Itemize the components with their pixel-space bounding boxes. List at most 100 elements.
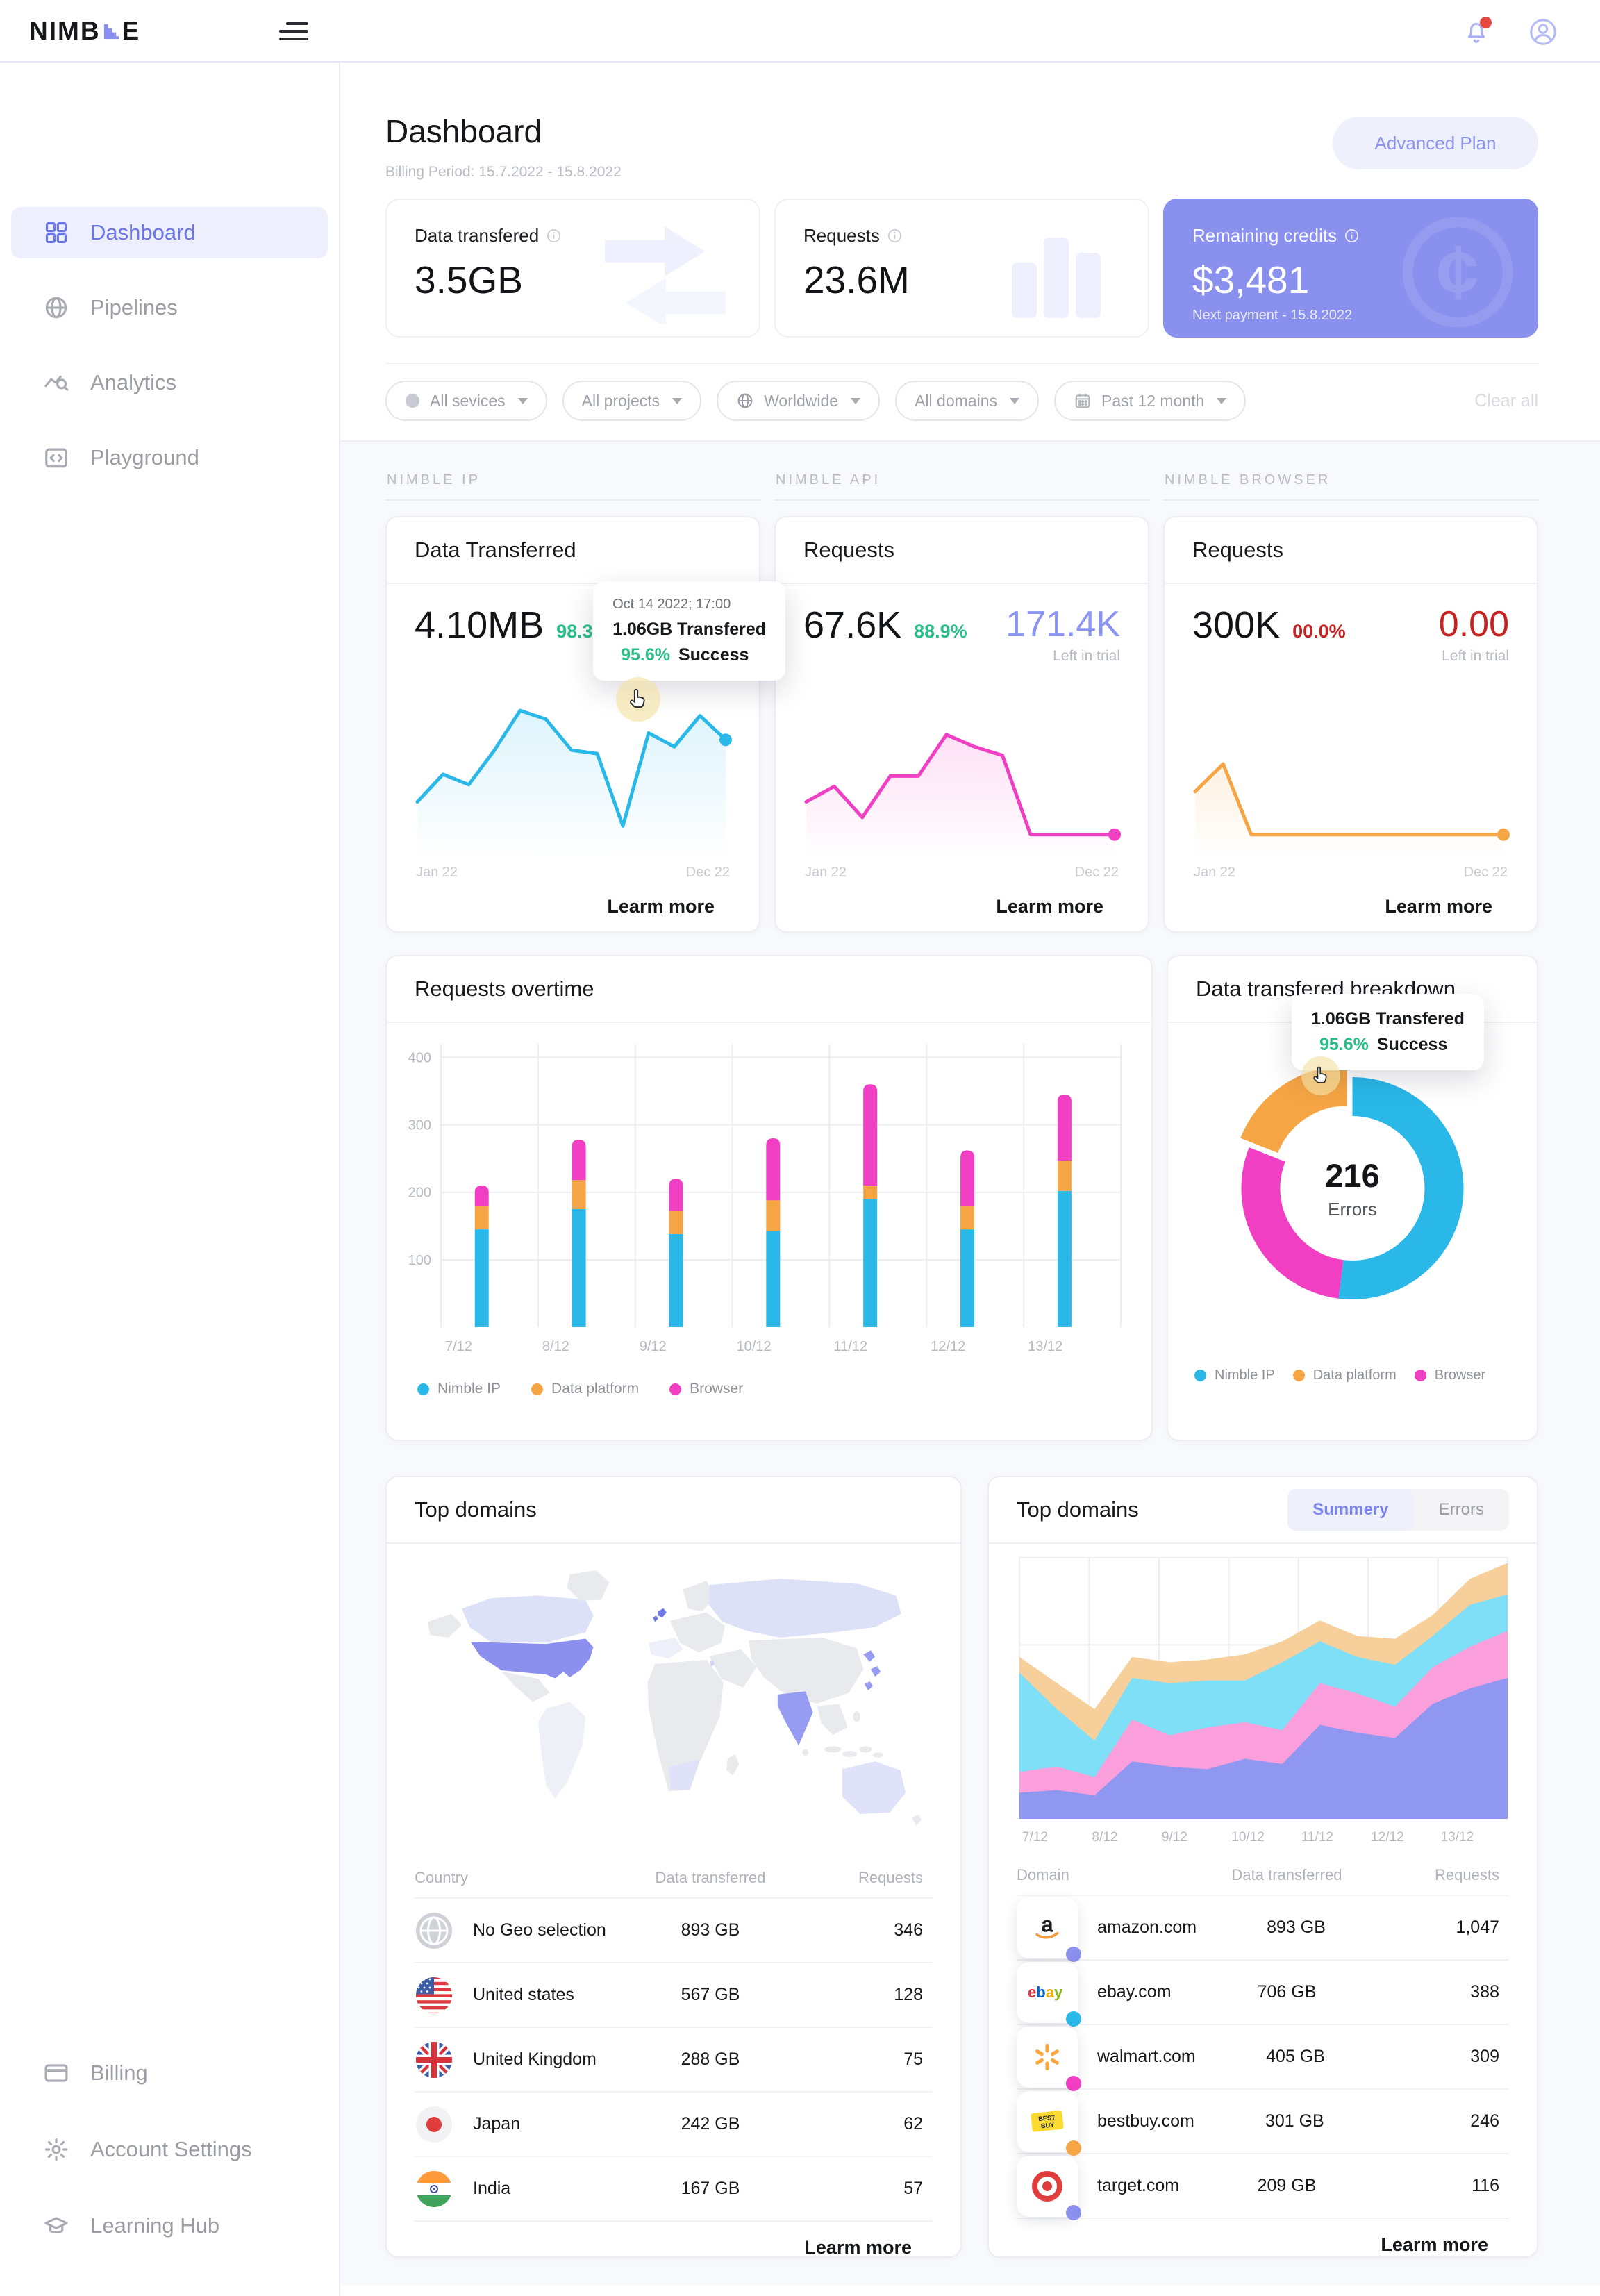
- tab-errors[interactable]: Errors: [1438, 1500, 1484, 1519]
- line-chart-data-transferred[interactable]: [415, 674, 734, 859]
- chevron-down-icon: [517, 397, 528, 404]
- menu-icon[interactable]: [278, 18, 310, 44]
- table-row[interactable]: United Kingdom 288 GB 75: [415, 2027, 933, 2091]
- series-dot: [1066, 2204, 1081, 2220]
- svg-text:ebay: ebay: [1028, 1983, 1063, 2001]
- data-transferred-value: 405 GB: [1266, 2047, 1325, 2066]
- table-row[interactable]: walmart.com 405 GB 309: [1017, 2024, 1509, 2091]
- domain-name: walmart.com: [1097, 2047, 1196, 2066]
- user-avatar-icon[interactable]: [1526, 15, 1560, 49]
- x-axis-start: Jan 22: [416, 865, 458, 880]
- india-flag-icon: [416, 2170, 452, 2207]
- sidebar-item-account-settings[interactable]: Account Settings: [11, 2124, 328, 2175]
- svg-text:12/12: 12/12: [1371, 1830, 1404, 1845]
- trial-remaining-value: 0.00: [1438, 604, 1509, 644]
- stacked-bar-chart[interactable]: 100 200 300 400 7/12 8/12 9/12 10/12 11/12 12/12 1…: [401, 1034, 1126, 1359]
- data-transferred-value: 567 GB: [681, 1985, 740, 2004]
- country-name: United states: [473, 1985, 574, 2004]
- sidebar-item-dashboard[interactable]: Dashboard: [11, 207, 328, 258]
- chart-tooltip: Oct 14 2022; 17:00 1.06GB Transfered 95.…: [593, 581, 785, 681]
- country-name: India: [473, 2179, 511, 2198]
- data-transferred-value: 706 GB: [1257, 1982, 1317, 2002]
- card-data-transfered-breakdown: Data transfered breakdown 216 Errors 1.0…: [1167, 955, 1538, 1441]
- analytics-chart-icon: [44, 375, 69, 391]
- table-row[interactable]: Japan 242 GB 62: [415, 2091, 933, 2156]
- sidebar-item-pipelines[interactable]: Pipelines: [11, 282, 328, 333]
- table-row[interactable]: United states 567 GB 128: [415, 1962, 933, 2027]
- info-icon[interactable]: [1344, 228, 1360, 244]
- svg-text:7/12: 7/12: [1022, 1830, 1048, 1845]
- filter-label: All domains: [915, 391, 997, 410]
- table-row[interactable]: target.com 209 GB 116: [1017, 2153, 1509, 2220]
- sidebar-item-analytics[interactable]: Analytics: [11, 357, 328, 408]
- column-data-transferred: Data transferred: [1231, 1866, 1342, 1883]
- filter-all-services[interactable]: All sevices: [385, 381, 547, 421]
- legend-dot-data-platform: [531, 1383, 544, 1395]
- advanced-plan-badge[interactable]: Advanced Plan: [1333, 117, 1538, 169]
- data-transferred-value: 242 GB: [681, 2114, 740, 2133]
- chevron-down-icon: [672, 397, 683, 404]
- legend-label: Nimble IP: [438, 1381, 501, 1397]
- table-row[interactable]: ebay ebay.com 706 GB 388: [1017, 1959, 1509, 2027]
- learn-more-link[interactable]: Learm more: [607, 896, 715, 917]
- filter-all-projects[interactable]: All projects: [562, 381, 702, 421]
- service-dot-icon: [406, 394, 419, 408]
- world-map[interactable]: [412, 1551, 938, 1851]
- requests-value: 128: [894, 1985, 923, 2004]
- info-icon[interactable]: [887, 228, 903, 244]
- metric-value: 67.6K: [803, 604, 902, 646]
- sidebar-item-label: Billing: [90, 2061, 148, 2085]
- requests-value: 388: [1470, 1982, 1499, 2002]
- column-requests: Requests: [858, 1869, 923, 1886]
- us-flag-icon: [416, 1977, 452, 2013]
- clear-all-button[interactable]: Clear all: [1474, 390, 1538, 410]
- tab-summery[interactable]: Summery: [1288, 1489, 1414, 1531]
- filter-label: All projects: [581, 391, 660, 410]
- x-axis-start: Jan 22: [805, 865, 847, 880]
- filter-worldwide[interactable]: Worldwide: [717, 381, 881, 421]
- sidebar-item-billing[interactable]: Billing: [11, 2047, 328, 2099]
- column-domain: Domain: [1017, 1866, 1069, 1883]
- metric-pct: 88.9%: [914, 621, 967, 642]
- requests-value: 57: [903, 2179, 923, 2198]
- svg-text:10/12: 10/12: [737, 1339, 772, 1354]
- info-icon[interactable]: [546, 228, 562, 244]
- sidebar-item-label: Analytics: [90, 370, 177, 394]
- svg-text:8/12: 8/12: [1092, 1830, 1117, 1845]
- legend-label: Nimble IP: [1215, 1367, 1275, 1383]
- section-label-nimble-api: NIMBLE API: [774, 468, 1149, 501]
- hand-cursor-icon: [1301, 1056, 1340, 1095]
- sidebar-item-learning-hub[interactable]: Learning Hub: [11, 2200, 328, 2252]
- walmart-logo-icon: [1017, 2026, 1081, 2091]
- x-axis-start: Jan 22: [1194, 865, 1236, 880]
- svg-text:8/12: 8/12: [542, 1339, 569, 1354]
- table-row[interactable]: a amazon.com 893 GB 1,047: [1017, 1895, 1509, 1962]
- trial-remaining-value: 171.4K: [1006, 604, 1120, 644]
- sidebar-item-playground[interactable]: Playground: [11, 432, 328, 483]
- table-row[interactable]: No Geo selection 893 GB 346: [415, 1897, 933, 1962]
- globe-icon: [45, 297, 67, 319]
- japan-flag-icon: [416, 2106, 452, 2143]
- learn-more-link[interactable]: Learm more: [996, 896, 1103, 917]
- table-row[interactable]: BEST BUY bestbuy.com 301 GB 246: [1017, 2088, 1509, 2156]
- chart-legend: Nimble IP Data platform Browser: [387, 1363, 1151, 1397]
- stacked-area-chart[interactable]: 7/12 8/12 9/12 10/12 11/12 12/12 13/12: [1014, 1551, 1515, 1848]
- gear-icon: [44, 2138, 68, 2161]
- tooltip-pct-label: Success: [678, 645, 749, 665]
- country-name: United Kingdom: [473, 2049, 597, 2069]
- filter-past-12-month[interactable]: Past 12 month: [1053, 381, 1247, 421]
- tooltip-pct: 95.6%: [621, 645, 670, 665]
- line-chart-api-requests[interactable]: [803, 674, 1123, 859]
- learn-more-link[interactable]: Learm more: [1385, 896, 1492, 917]
- filter-all-domains[interactable]: All domains: [895, 381, 1039, 421]
- line-chart-browser-requests[interactable]: [1192, 674, 1512, 859]
- errors-count: 216: [1325, 1157, 1380, 1194]
- notifications-bell-icon[interactable]: [1460, 15, 1493, 49]
- amazon-logo-icon: a: [1017, 1897, 1081, 1962]
- svg-text:a: a: [1041, 1912, 1053, 1936]
- learn-more-link[interactable]: Learm more: [804, 2237, 912, 2258]
- chevron-down-icon: [1009, 397, 1019, 404]
- learn-more-link[interactable]: Learm more: [1381, 2234, 1488, 2255]
- table-row[interactable]: India 167 GB 57: [415, 2156, 933, 2220]
- metric-value: 300K: [1192, 604, 1281, 646]
